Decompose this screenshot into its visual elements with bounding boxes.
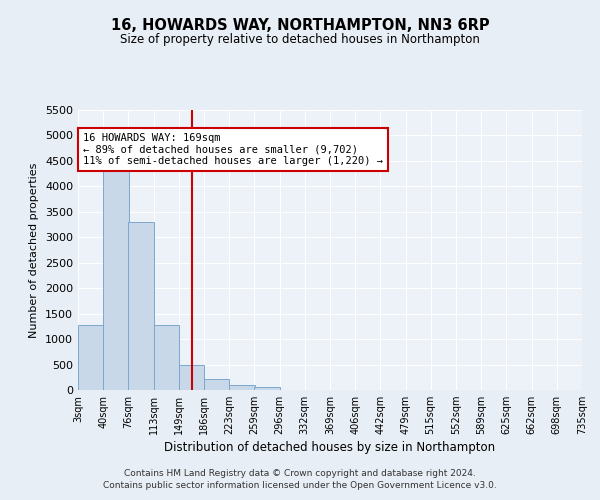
Bar xyxy=(103,170,129,390)
Y-axis label: Number of detached properties: Number of detached properties xyxy=(29,162,40,338)
Bar xyxy=(254,387,280,390)
Text: Contains public sector information licensed under the Open Government Licence v3: Contains public sector information licen… xyxy=(103,481,497,490)
X-axis label: Distribution of detached houses by size in Northampton: Distribution of detached houses by size … xyxy=(164,442,496,454)
Text: 16, HOWARDS WAY, NORTHAMPTON, NN3 6RP: 16, HOWARDS WAY, NORTHAMPTON, NN3 6RP xyxy=(110,18,490,32)
Text: Contains HM Land Registry data © Crown copyright and database right 2024.: Contains HM Land Registry data © Crown c… xyxy=(124,468,476,477)
Bar xyxy=(78,326,103,390)
Bar xyxy=(179,365,204,390)
Text: Size of property relative to detached houses in Northampton: Size of property relative to detached ho… xyxy=(120,32,480,46)
Bar xyxy=(128,222,154,390)
Bar xyxy=(154,325,179,390)
Bar xyxy=(204,379,229,390)
Bar xyxy=(229,386,255,390)
Text: 16 HOWARDS WAY: 169sqm
← 89% of detached houses are smaller (9,702)
11% of semi-: 16 HOWARDS WAY: 169sqm ← 89% of detached… xyxy=(83,133,383,166)
